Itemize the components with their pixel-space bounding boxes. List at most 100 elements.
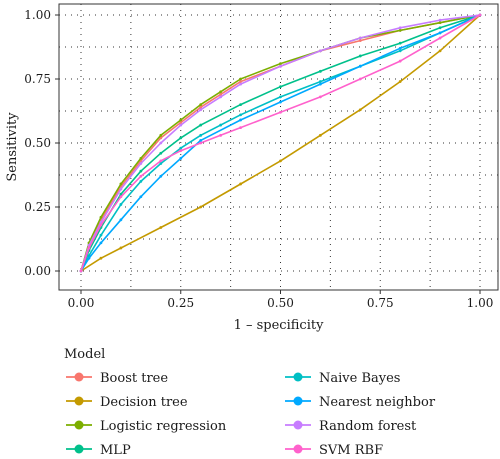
data-point — [159, 226, 163, 229]
x-tick-label: 0.75 — [367, 296, 394, 310]
data-point — [179, 146, 183, 150]
data-point — [119, 182, 123, 186]
data-point — [319, 80, 322, 83]
data-point — [279, 64, 282, 68]
data-point — [119, 195, 123, 199]
data-point — [119, 203, 123, 206]
data-point — [398, 28, 402, 32]
legend: Model Boost tree Decision tree Logistic re… — [64, 347, 436, 458]
y-tick-label: 0.00 — [24, 264, 51, 278]
data-point — [79, 269, 83, 273]
y-tick-label: 1.00 — [24, 8, 51, 22]
legend-label: SVM RBF — [319, 443, 383, 458]
data-point — [179, 123, 183, 127]
series-line-svm-rbf — [80, 14, 481, 272]
data-point — [478, 13, 482, 17]
data-point — [358, 77, 362, 81]
data-point — [199, 103, 203, 106]
series-line-boost-tree — [80, 14, 481, 272]
data-point — [398, 26, 402, 30]
data-point — [438, 31, 442, 35]
legend-key-dot — [293, 444, 303, 454]
legend-key-dot — [293, 420, 303, 430]
data-point — [159, 141, 163, 145]
data-point — [358, 36, 362, 40]
data-point — [279, 62, 282, 66]
legend-label: MLP — [100, 443, 131, 458]
x-axis-ticks: 0.00 0.25 0.50 0.75 1.00 — [68, 290, 494, 310]
data-point — [99, 215, 103, 219]
data-point — [219, 123, 223, 127]
data-point — [438, 21, 442, 25]
data-point — [159, 151, 163, 155]
data-point — [438, 49, 442, 53]
data-point — [139, 195, 143, 199]
x-tick-label: 0.50 — [267, 296, 294, 310]
legend-label: Random forest — [319, 419, 417, 434]
data-point — [179, 118, 183, 122]
data-point — [319, 82, 322, 86]
data-point — [279, 85, 282, 89]
data-point — [199, 105, 203, 109]
y-axis-title: Sensitivity — [5, 112, 20, 182]
data-point — [87, 246, 91, 250]
x-tick-label: 1.00 — [467, 296, 494, 310]
data-point — [159, 174, 163, 178]
data-point — [179, 149, 183, 153]
data-point — [199, 139, 203, 142]
data-point — [99, 233, 103, 237]
data-point — [159, 159, 163, 163]
series-line-naive-bayes — [80, 14, 481, 272]
data-point — [139, 162, 143, 165]
legend-title: Model — [64, 347, 105, 362]
legend-label: Nearest neighbor — [319, 395, 436, 410]
data-point — [319, 133, 322, 137]
legend-key-dot — [293, 372, 303, 382]
data-point — [119, 187, 123, 191]
data-point — [239, 126, 243, 130]
data-point — [119, 246, 123, 250]
data-point — [87, 256, 91, 260]
legend-key-dot — [74, 372, 84, 382]
series-lines — [79, 13, 482, 273]
data-point — [119, 192, 123, 196]
data-point — [398, 80, 402, 83]
data-point — [438, 18, 442, 22]
data-point — [279, 95, 282, 99]
data-point — [319, 95, 322, 99]
y-tick-label: 0.75 — [24, 72, 51, 86]
y-tick-label: 0.25 — [24, 200, 51, 214]
data-point — [99, 256, 103, 260]
data-point — [239, 182, 243, 186]
data-point — [199, 123, 203, 127]
x-axis-title: 1 – specificity — [234, 318, 324, 333]
data-point — [239, 80, 243, 83]
data-point — [219, 90, 223, 94]
data-point — [119, 218, 123, 222]
data-point — [398, 59, 402, 63]
data-point — [358, 64, 362, 68]
data-point — [358, 108, 362, 112]
legend-key-dot — [74, 444, 84, 454]
legend-key-dot — [293, 396, 303, 406]
data-point — [398, 41, 402, 45]
data-point — [358, 39, 362, 42]
data-point — [319, 49, 322, 53]
data-point — [199, 205, 203, 209]
data-point — [398, 49, 402, 53]
data-point — [279, 100, 282, 104]
data-point — [319, 69, 322, 73]
data-point — [358, 54, 362, 58]
data-point — [159, 133, 163, 137]
plot-panel-border — [58, 3, 499, 291]
y-tick-label: 0.50 — [24, 136, 51, 150]
y-axis-ticks: 0.00 0.25 0.50 0.75 1.00 — [24, 8, 59, 278]
x-tick-label: 0.25 — [167, 296, 194, 310]
data-point — [199, 141, 203, 145]
data-point — [179, 121, 183, 124]
data-point — [438, 26, 442, 30]
data-point — [279, 159, 282, 163]
series-line-decision-tree — [80, 14, 481, 272]
data-point — [199, 108, 203, 112]
data-point — [219, 92, 223, 96]
